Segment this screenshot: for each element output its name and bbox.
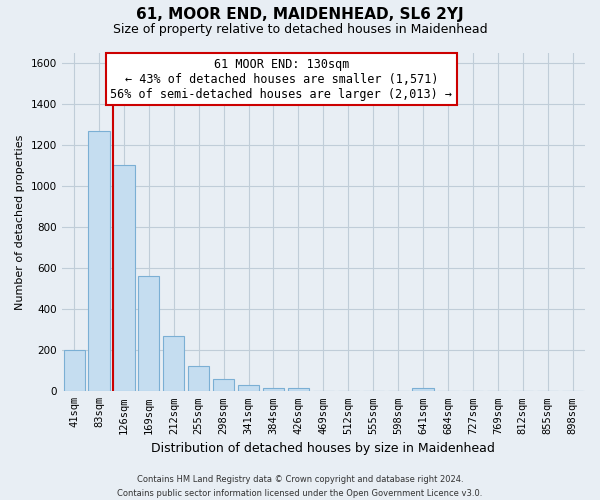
Bar: [263, 388, 284, 392]
Bar: [113, 166, 134, 392]
X-axis label: Distribution of detached houses by size in Maidenhead: Distribution of detached houses by size …: [151, 442, 495, 455]
Bar: [138, 276, 160, 392]
Bar: [238, 385, 259, 392]
Bar: [64, 350, 85, 392]
Bar: [288, 388, 309, 392]
Bar: [412, 388, 434, 392]
Text: Size of property relative to detached houses in Maidenhead: Size of property relative to detached ho…: [113, 22, 487, 36]
Text: 61 MOOR END: 130sqm
← 43% of detached houses are smaller (1,571)
56% of semi-det: 61 MOOR END: 130sqm ← 43% of detached ho…: [110, 58, 452, 100]
Bar: [88, 130, 110, 392]
Text: Contains HM Land Registry data © Crown copyright and database right 2024.
Contai: Contains HM Land Registry data © Crown c…: [118, 476, 482, 498]
Bar: [188, 366, 209, 392]
Bar: [163, 336, 184, 392]
Text: 61, MOOR END, MAIDENHEAD, SL6 2YJ: 61, MOOR END, MAIDENHEAD, SL6 2YJ: [136, 8, 464, 22]
Bar: [213, 379, 234, 392]
Y-axis label: Number of detached properties: Number of detached properties: [15, 134, 25, 310]
